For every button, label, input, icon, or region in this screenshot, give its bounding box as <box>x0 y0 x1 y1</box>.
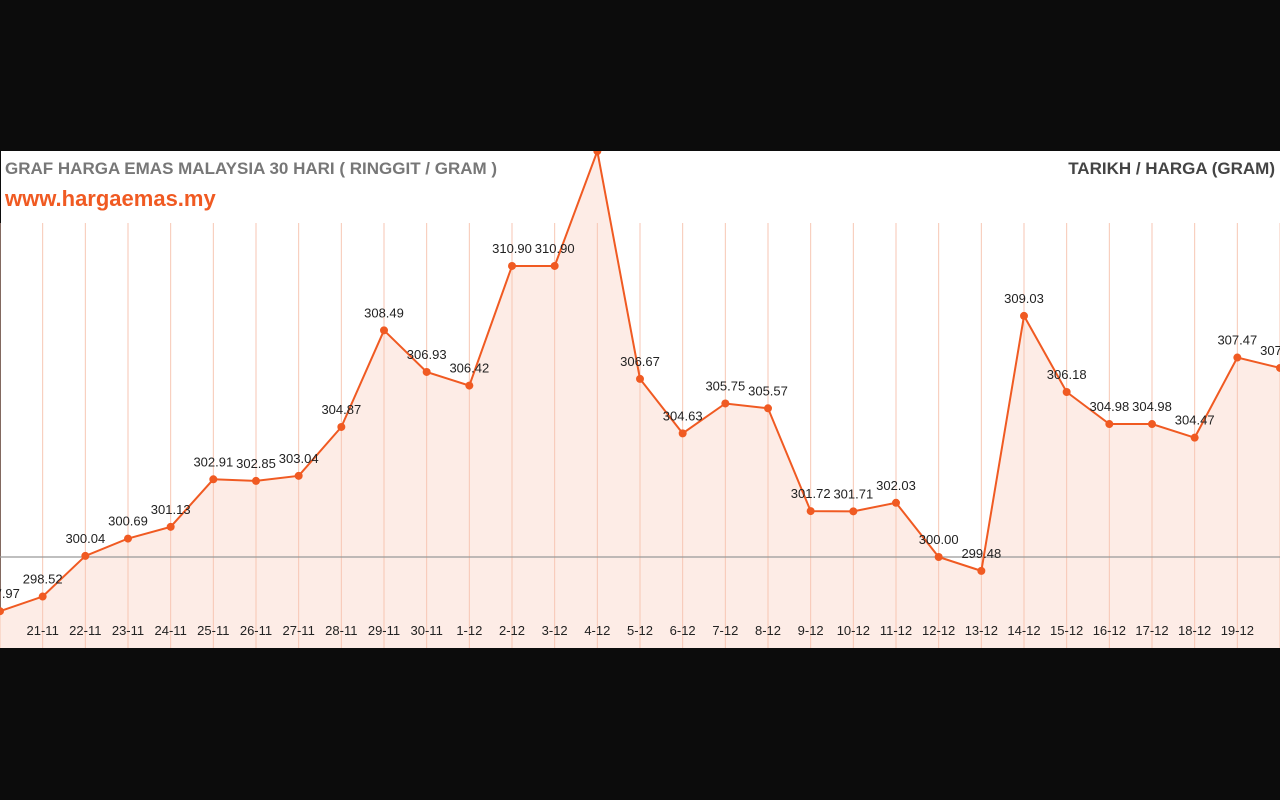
x-tick-label: 23-11 <box>112 623 144 638</box>
data-point <box>81 551 90 560</box>
x-tick-label: 5-12 <box>627 623 653 638</box>
x-tick-label: 22-11 <box>69 623 101 638</box>
data-point <box>593 151 602 156</box>
data-label: 305.57 <box>748 383 788 398</box>
x-tick-label: 25-11 <box>197 623 229 638</box>
data-point <box>1020 311 1028 320</box>
data-label: 305.75 <box>705 378 745 393</box>
data-point <box>422 367 431 376</box>
data-point <box>849 507 858 516</box>
data-label: 310.90 <box>535 241 575 256</box>
data-label: 304.98 <box>1132 399 1172 414</box>
data-label: 304.47 <box>1175 413 1215 428</box>
data-label: 315.20 <box>577 126 617 141</box>
data-label: 300.69 <box>108 514 148 529</box>
data-label: 299.48 <box>961 546 1001 561</box>
data-label: 310.90 <box>492 241 532 256</box>
data-label: 306.18 <box>1047 367 1087 382</box>
data-point <box>1148 420 1156 429</box>
data-point <box>1105 420 1114 429</box>
data-point <box>380 326 388 335</box>
data-label: 309.03 <box>1004 291 1044 306</box>
x-tick-label: 12-12 <box>922 623 955 638</box>
data-label: 306.93 <box>407 347 447 362</box>
x-tick-label: 30-11 <box>411 623 443 638</box>
x-tick-label: 19-12 <box>1221 623 1254 638</box>
data-label: 307.08 <box>1260 343 1280 358</box>
x-tick-label: 17-12 <box>1135 623 1168 638</box>
data-point <box>636 374 644 383</box>
x-tick-label: 14-12 <box>1007 623 1040 638</box>
chart-right-title: TARIKH / HARGA (GRAM) <box>1068 159 1275 178</box>
x-tick-label: 26-11 <box>240 623 272 638</box>
data-label: 302.91 <box>193 454 233 469</box>
data-point <box>38 592 47 601</box>
data-point <box>1276 363 1280 372</box>
data-point <box>1233 353 1242 362</box>
data-label: 304.87 <box>321 402 361 417</box>
x-tick-label: 21-11 <box>27 623 59 638</box>
data-label: 301.13 <box>151 502 191 517</box>
x-tick-label: 2-12 <box>499 623 525 638</box>
data-point <box>294 471 303 480</box>
data-label: 301.71 <box>833 486 873 501</box>
data-point <box>0 607 4 616</box>
x-tick-label: 3-12 <box>542 623 568 638</box>
x-tick-label: 28-11 <box>325 623 357 638</box>
data-point <box>550 261 559 270</box>
site-url[interactable]: www.hargaemas.my <box>4 186 216 211</box>
data-point <box>806 507 815 516</box>
data-label: 301.72 <box>791 486 831 501</box>
data-label: 303.04 <box>279 451 319 466</box>
data-point <box>678 429 687 438</box>
x-tick-label: 6-12 <box>670 623 696 638</box>
x-tick-label: 15-12 <box>1050 623 1083 638</box>
data-label: 297.97 <box>0 586 20 601</box>
x-tick-label: 7-12 <box>712 623 738 638</box>
data-label: 298.52 <box>23 572 63 587</box>
x-tick-label: 13-12 <box>965 623 998 638</box>
x-tick-label: 16-12 <box>1093 623 1126 638</box>
data-label: 306.42 <box>449 361 489 376</box>
data-point <box>764 404 772 413</box>
data-point <box>209 475 218 484</box>
data-label: 300.00 <box>919 532 959 547</box>
data-label: 302.85 <box>236 456 276 471</box>
x-tick-label: 8-12 <box>755 623 781 638</box>
data-label: 304.98 <box>1089 399 1129 414</box>
data-label: 308.49 <box>364 305 404 320</box>
data-point <box>1062 387 1071 396</box>
x-tick-label: 4-12 <box>584 623 610 638</box>
data-point <box>892 498 900 507</box>
x-tick-label: 9-12 <box>798 623 824 638</box>
data-point <box>1190 433 1199 442</box>
data-point <box>721 399 730 408</box>
data-point <box>465 381 474 390</box>
x-tick-label: 27-11 <box>283 623 315 638</box>
data-point <box>977 566 986 575</box>
x-tick-label: 24-11 <box>155 623 187 638</box>
data-label: 307.47 <box>1217 333 1257 348</box>
x-tick-label: 29-11 <box>368 623 400 638</box>
data-label: 300.04 <box>65 531 105 546</box>
data-point <box>337 422 346 431</box>
data-label: 306.67 <box>620 354 660 369</box>
chart-title: GRAF HARGA EMAS MALAYSIA 30 HARI ( RINGG… <box>5 159 497 178</box>
x-tick-label: 1-12 <box>456 623 482 638</box>
data-point <box>934 553 943 561</box>
data-point <box>166 522 175 531</box>
data-label: 304.63 <box>663 408 703 423</box>
x-tick-label: 18-12 <box>1178 623 1211 638</box>
x-tick-label: 10-12 <box>837 623 870 638</box>
data-point <box>124 534 132 543</box>
data-point <box>252 476 260 485</box>
data-point <box>508 261 516 270</box>
data-label: 302.03 <box>876 478 916 493</box>
x-tick-label: 11-12 <box>880 623 912 638</box>
